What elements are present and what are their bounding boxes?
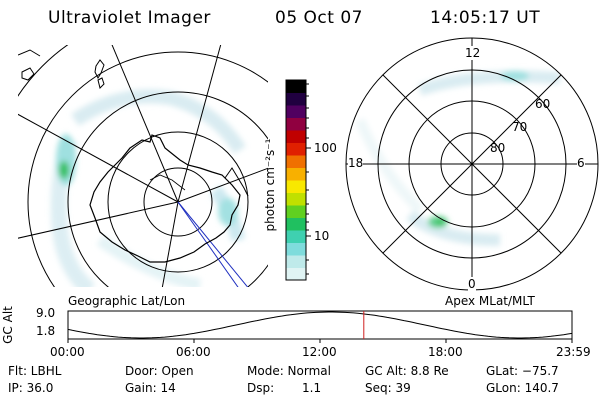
dsp-value: 1.1 — [302, 381, 322, 395]
orbit-altitude-curve — [67, 311, 573, 339]
colorbar-frame — [285, 79, 307, 281]
altitude-tick-label-max: 9.0 — [36, 306, 56, 320]
meridians — [18, 45, 268, 287]
colorbar-segment — [286, 92, 306, 106]
time-tick-label-6: 06:00 — [176, 345, 211, 359]
colorbar-minor-ticks — [306, 83, 309, 275]
mlat-label-60: 60 — [535, 97, 551, 111]
geographic-map — [18, 45, 268, 287]
mode-status: Mode: Normal — [247, 364, 331, 378]
altitude-tick-label-min: 1.8 — [36, 324, 56, 338]
geographic-longitude: GLon: 140.7 — [486, 381, 559, 395]
time-tick-label-12: 12:00 — [302, 345, 337, 359]
colorbar — [285, 79, 311, 281]
colorbar-segment — [286, 180, 306, 193]
gc-altitude-status: GC Alt: 8.8 Re — [365, 364, 449, 378]
ross-ice-shelf — [149, 174, 186, 191]
antarctica-coastline — [89, 134, 241, 263]
door-status: Door: Open — [125, 364, 194, 378]
colorbar-segment — [286, 130, 306, 143]
sequence-status: Seq: 39 — [365, 381, 411, 395]
sensor-direction-lines — [177, 201, 249, 287]
ip-status: IP: 36.0 — [8, 381, 54, 395]
magnetic-polar-plot — [345, 37, 599, 291]
colorbar-gradient — [286, 80, 306, 281]
aurora-emission-left — [50, 89, 246, 287]
colorbar-segment — [286, 105, 306, 118]
time-tick-label-end: 23:59 — [556, 345, 591, 359]
mlat-label-80: 80 — [490, 141, 506, 155]
new-zealand — [94, 59, 105, 89]
colorbar-segment — [286, 217, 306, 231]
colorbar-segment — [286, 205, 306, 218]
latitude-circles — [18, 45, 268, 287]
observation-time: 14:05:17 UT — [430, 8, 541, 28]
geographic-map-label: Geographic Lat/Lon — [68, 294, 186, 308]
mlt-label-dusk: 18 — [348, 156, 364, 170]
mlt-label-midnight: 0 — [468, 277, 476, 291]
mlt-meridians — [346, 38, 598, 290]
colorbar-segment — [286, 230, 306, 243]
time-tick-label-0: 00:00 — [50, 345, 85, 359]
colorbar-segment — [286, 80, 306, 93]
time-tick-label-18: 18:00 — [428, 345, 463, 359]
gain-status: Gain: 14 — [125, 381, 176, 395]
tasmania — [21, 67, 35, 81]
altitude-plot — [67, 310, 573, 343]
colorbar-segment — [286, 117, 306, 131]
australia-coast — [18, 49, 41, 57]
colorbar-segment — [286, 255, 306, 268]
time-axis-ticks — [67, 339, 573, 343]
altitude-axis-title: GC Alt — [1, 306, 15, 344]
mlat-label-70: 70 — [512, 120, 528, 134]
dsp-label: Dsp: — [247, 381, 275, 395]
colorbar-segment — [286, 192, 306, 206]
filter-status: Flt: LBHL — [8, 364, 62, 378]
colorbar-segment — [286, 267, 306, 281]
colorbar-segment — [286, 142, 306, 156]
colorbar-tick-label-10: 10 — [314, 229, 330, 243]
colorbar-segment — [286, 167, 306, 181]
mlt-label-dawn: 6 — [577, 156, 585, 170]
aurora-emission-right — [355, 70, 561, 246]
colorbar-tick-label-100: 100 — [314, 141, 337, 155]
colorbar-segment — [286, 155, 306, 168]
mlt-label-noon: 12 — [465, 46, 481, 60]
antarctic-peninsula — [224, 167, 249, 197]
altitude-plot-frame — [67, 310, 573, 340]
colorbar-unit-label: photon cm⁻²s⁻¹ — [263, 138, 277, 232]
geographic-latitude: GLat: −75.7 — [486, 364, 559, 378]
colorbar-segment — [286, 242, 306, 256]
magnetic-map-label: Apex MLat/MLT — [445, 294, 535, 308]
instrument-title: Ultraviolet Imager — [48, 8, 211, 28]
observation-date: 05 Oct 07 — [275, 8, 363, 28]
